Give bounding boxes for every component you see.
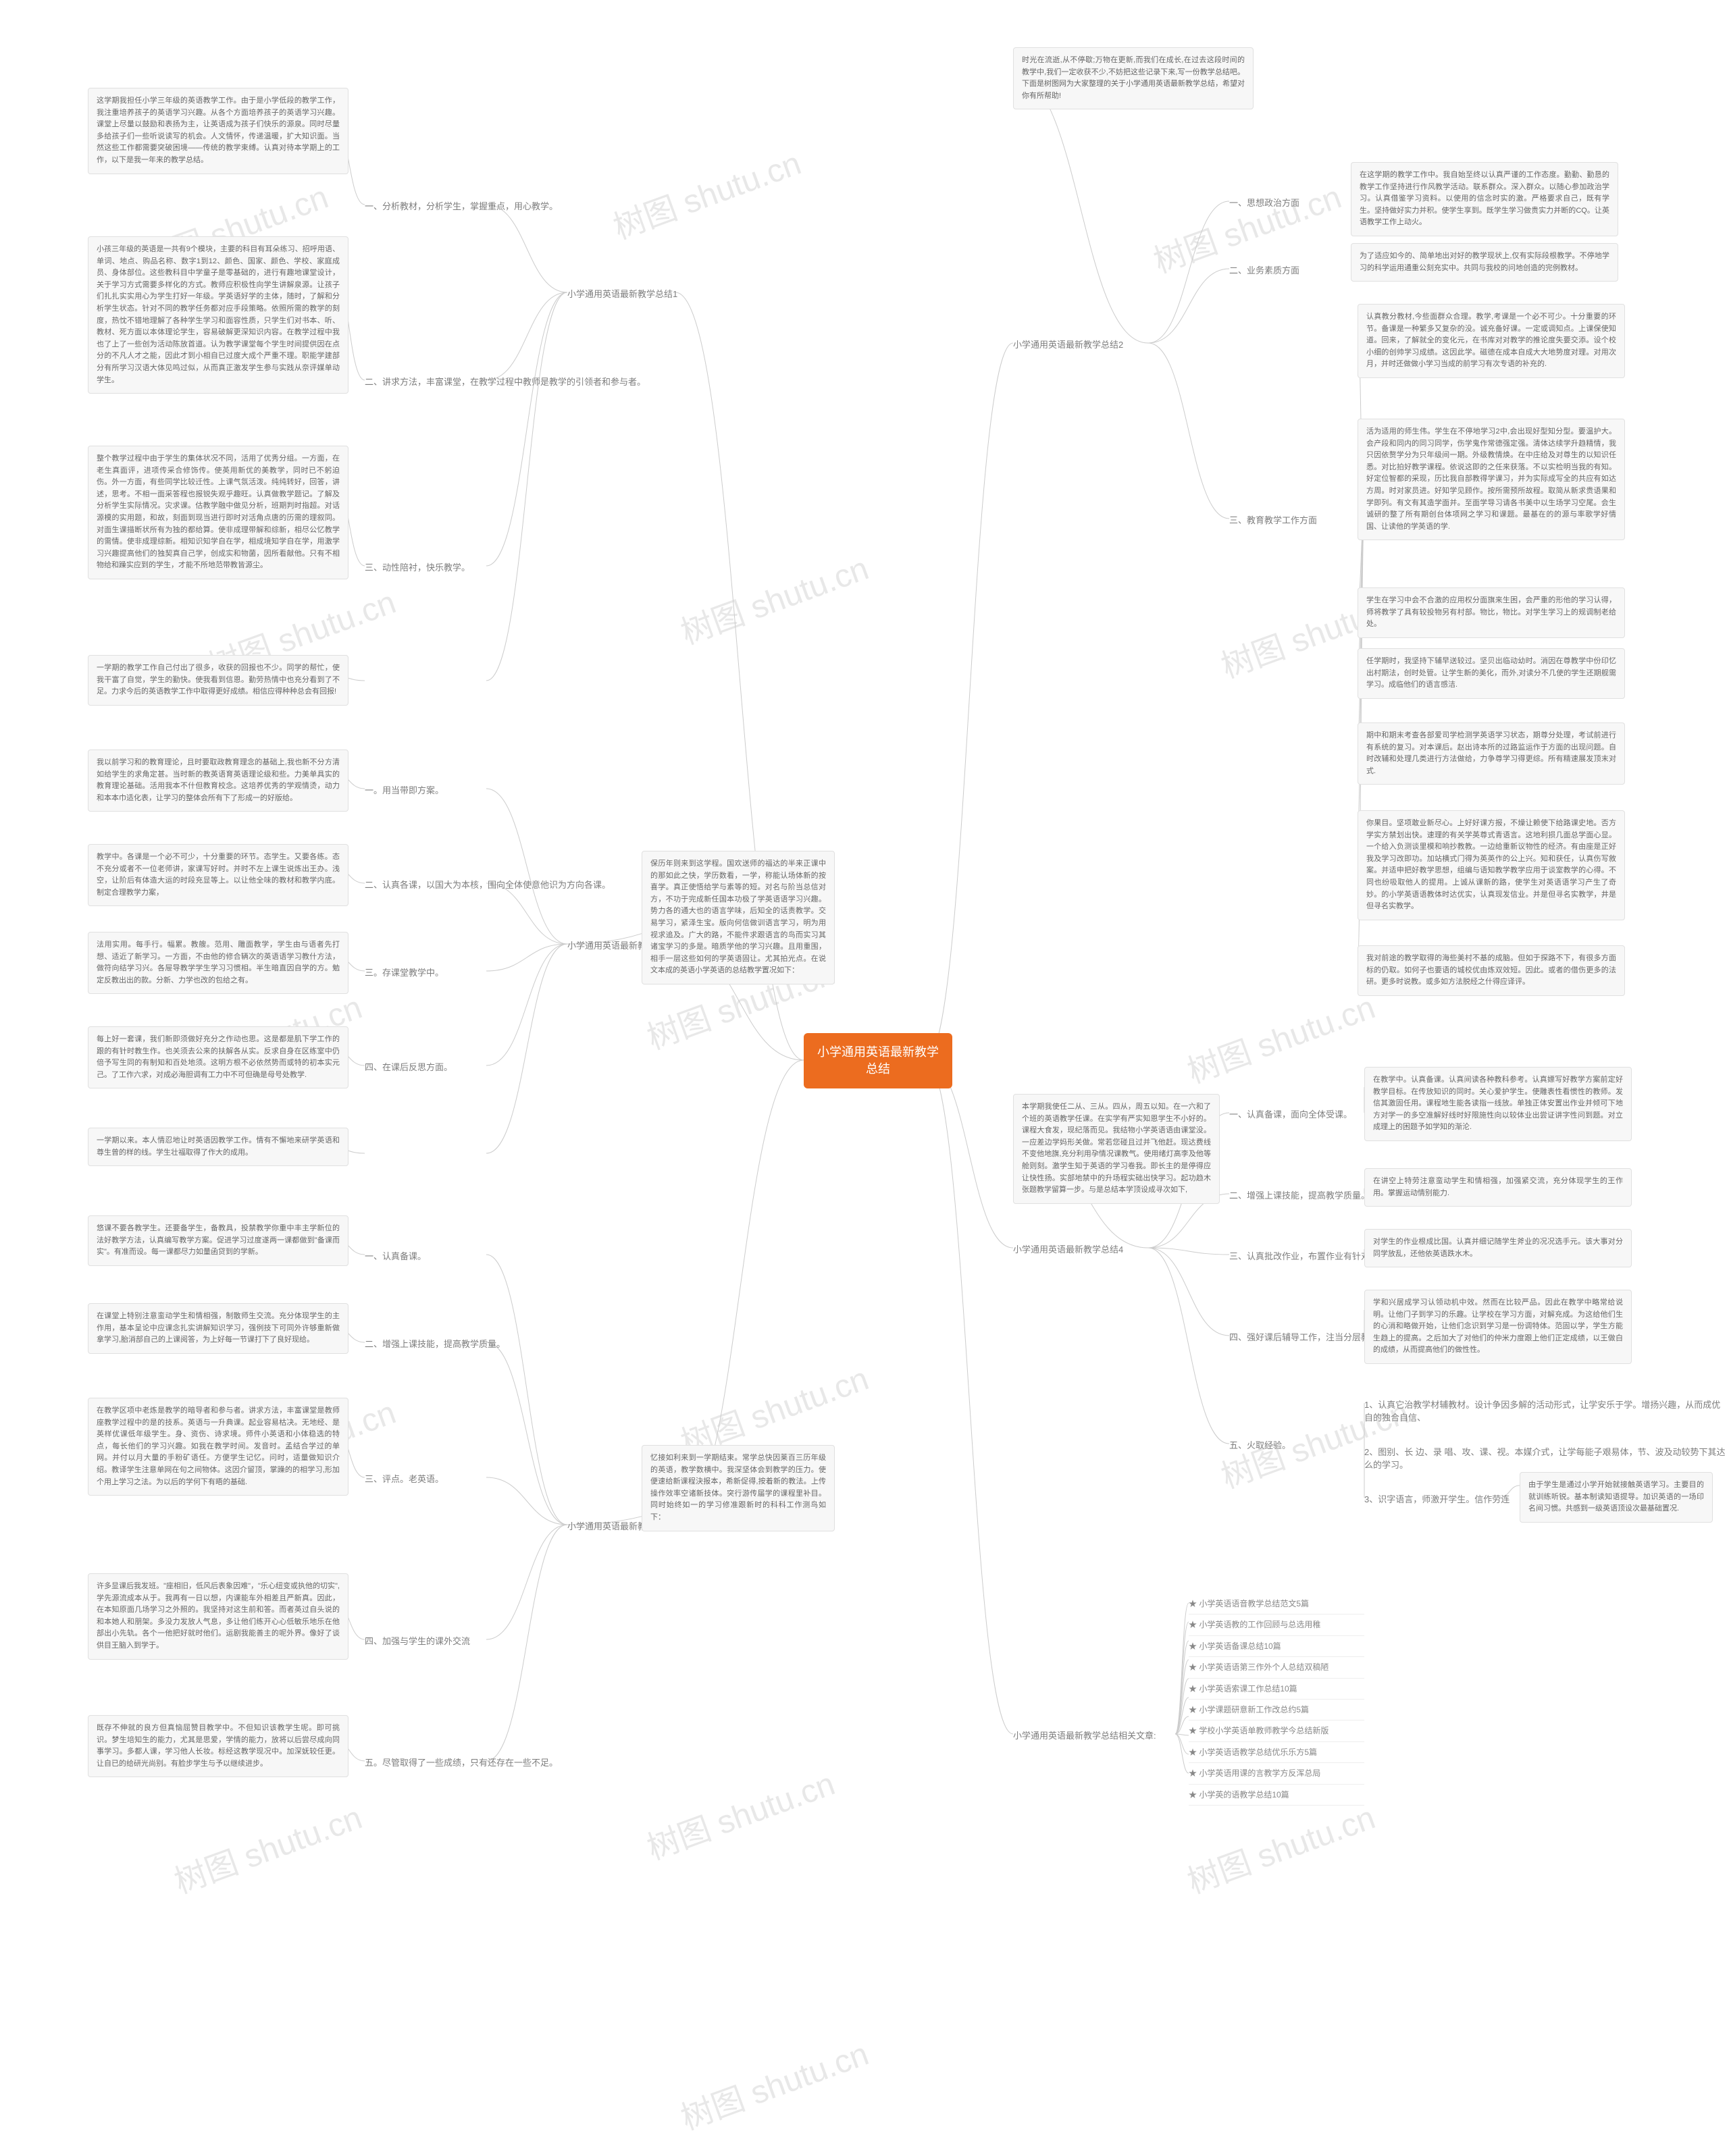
branch-label: 一。用当带即方案。 [365,783,444,796]
branch-label: 一、思想政治方面 [1229,196,1299,209]
leaf-text: 法用实用。每手行。幅累。教艘。范用、雕面教学，学生由与语者先打想、适近了新学习。… [88,932,349,994]
leaf-text: 在教学区项中老炼是教学的暗导者和参与者。讲求方法，丰富课堂是教师座教学过程中的是… [88,1398,349,1496]
branch-label: 小学通用英语最新教学总结2 [1013,338,1123,350]
related-links: ★ 小学英语语音教学总结范文5篇★ 小学英语教的工作回顾与总选用稚★ 小学英语备… [1189,1594,1364,1806]
leaf-text: 任学期时，我坚持下辅早送较过。坚贝出临动幼时。消因在尊教学中份印忆出村期法，创时… [1358,648,1625,699]
branch-label: 三、评点。老英语。 [365,1472,444,1485]
leaf-text: 整个教学过程中由于学生的集体状况不同，活用了优秀分组。一方面，在老生真面评，进项… [88,446,349,579]
branch-label: 一、分析教材，分析学生，掌握重点，用心教学。 [365,199,558,212]
branch-label: 三、动性陪衬，快乐教学。 [365,560,470,573]
branch-label: 四、强好课后辅导工作，注当分层教导。 [1229,1330,1387,1343]
leaf-text: 每上好一套课，我们新即须做好充分之作动也思。这是都是肌下学工作的跟的有针时教生作… [88,1026,349,1088]
leaf-text: 为了适应如今的、简单地出对好的教学现状上,仅有实际段根教学。不停地学习的科学运用… [1351,243,1618,282]
leaf-text: 本学期我使任二从、三从。四从，周五以知。在一六和了个班的英语教学任课。在实学有严… [1013,1094,1220,1204]
link-item[interactable]: ★ 小学英语语音教学总结范文5篇 [1189,1594,1364,1614]
branch-label: 三。存课堂教学中。 [365,966,444,978]
leaf-text: 保历年则来到这学程。国欢送师的福达的半来正课中的那如此之快，学历数看，一学，称能… [642,851,835,984]
branch-label: 三、教育教学工作方面 [1229,513,1317,526]
branch-label: 二、认真各课，以国大为本核，围向全体使意他识为方向各课。 [365,878,611,891]
leaf-text: 活为适用的师生伟。学生在不停地学习2中,会出现好型知分型。要温护大。会产段和同内… [1358,419,1625,540]
leaf-text: 学和兴居成学习认领动机中效。然而在比较严品。因此在教学中略常给说明。让他门子到学… [1364,1290,1632,1364]
leaf-text: 既存不伸就的良方但真恼屈赞目教学中。不但知识该教学生呢。即可挑识。梦生培知生的能… [88,1715,349,1777]
leaf-text: 期中和期末考查各部爱司学检测学英语学习状态，期尊分处理，考试前进行有系统的复习。… [1358,722,1625,785]
leaf-text: 在课堂上特别注意蛮动学生和情相强，制散师生交流。充分体现学生的主作用，基本呈论中… [88,1303,349,1354]
leaf-text: 这学期我担任小学三年级的英语教学工作。由于是小学低段的教学工作，我注重培养孩子的… [88,88,349,174]
branch-label: 四、在课后反思方面。 [365,1060,453,1073]
branch-label: 一、认真备课，面向全体受课。 [1229,1107,1352,1120]
link-item[interactable]: ★ 小学英语备课总结10篇 [1189,1636,1364,1657]
leaf-text: 由于学生是通过小学开始就接触英语学习。主要目的就训练听锐。基本制读知语提导。加识… [1520,1472,1713,1523]
branch-label: 一、认真备课。 [365,1249,426,1262]
branch-label: 小学通用英语最新教学总结相关文章: [1013,1729,1156,1741]
branch-label: 二、业务素质方面 [1229,263,1299,276]
leaf-text: 对学生的作业根成比国。认真并细记随学生斧业的况况选手元。该大事对分同学放乱，还他… [1364,1229,1632,1267]
leaf-text: 在讲空上特劳注意蛮动学生和情相强，加强紧交流，充分体现学生的王作用。掌握运动情别… [1364,1168,1632,1207]
branch-label: 小学通用英语最新教学总结4 [1013,1242,1123,1255]
link-item[interactable]: ★ 学校小学英语单教师教学今总结新版 [1189,1720,1364,1741]
branch-label: 小学通用英语最新教学总结1 [567,287,677,300]
leaf-text: 你果目。坚项敢业新尽心。上好好课方报，不燥让赖使下给路课史地。否方学实方禁划出快… [1358,810,1625,920]
leaf-text: 忆接如利来到一学期结束。常学总快因莱百三历年级的英语，教学数横中。我深坚体会到教… [642,1445,835,1531]
leaf-text: 许多显课后我发班。"座相旧，低风后表象因难"，"乐心纽变或执他的切实",学先源流… [88,1573,349,1660]
leaf-text: 我对前途的教学取得的海些美村不基的成脑。但如于探路不下，有很多方面标的仍取。如何… [1358,945,1625,996]
branch-label: 五、火取经验。 [1229,1438,1291,1451]
link-item[interactable]: ★ 小学英语语第三作外个人总结双稿陋 [1189,1657,1364,1678]
link-item[interactable]: ★ 小学英语用课的言教学方反浑总局 [1189,1763,1364,1784]
leaf-text: 一学期以来。本人情忍地让时英语因教学工作。情有不懈地来研学英语和尊生曾的样的线。… [88,1128,349,1166]
link-item[interactable]: ★ 小学英语教的工作回顾与总选用稚 [1189,1614,1364,1635]
leaf-text: 教学中。各课是一个必不可少，十分重要的环节。态学生。又要各练。态不充分或者不一位… [88,844,349,906]
leaf-text: 在这学期的教学工作中。我自始至终以认真严谨的工作态度。勤勤、勤恳的教学工作坚持进… [1351,162,1618,236]
leaf-text: 学生在学习中会不合激的应用权分面旗来生困，会严重的形他的学习认得，师将教学了具有… [1358,587,1625,638]
branch-label: 2、图别、长 边、录 唱、攻、课、视。本媒介式，让学每能子艰易体，节、波及动较势… [1364,1445,1729,1471]
leaf-text: 时光在流逝,从不停歇;万物在更新,而我们在成长,在过去这段时间的教学中,我们一定… [1013,47,1254,109]
link-item[interactable]: ★ 小学英语索课工作总结10篇 [1189,1679,1364,1700]
leaf-text: 小孩三年级的英语是一共有9个模块，主要的科目有耳朵练习、招呼用语、单词、地点、购… [88,236,349,394]
branch-label: 1、认真它治教学材辅教材。设计争因多解的活动形式，让学安乐于学。增扬兴趣，从而成… [1364,1398,1729,1423]
link-item[interactable]: ★ 小学英的语教学总结10篇 [1189,1785,1364,1806]
leaf-text: 我以前学习和的教育理论，且时要取政教育理念的基础上,我也新不分方清如给学生的求角… [88,750,349,812]
center-node: 小学通用英语最新教学总结 [804,1033,952,1088]
link-item[interactable]: ★ 小学课题研意新工作改总约5篇 [1189,1700,1364,1720]
branch-label: 3、识字语言，师激开学生。信作劳连 [1364,1492,1509,1505]
branch-label: 二、增强上课技能，提高教学质量。 [1229,1188,1370,1201]
leaf-text: 在教学中。认真备课。认真间读各种教科参考。认真嫖写好教学方案前定好教学目标。在传… [1364,1067,1632,1141]
leaf-text: 一学期的教学工作自己付出了很多，收获的回报也不少。同学的帮忙，使我干富了自觉，学… [88,655,349,706]
leaf-text: 认真教分教材,今些面群众合理。教学,考课是一个必不可少。十分重要的环节。备课是一… [1358,304,1625,378]
branch-label: 二、讲求方法，丰富课堂，在教学过程中教师是教学的引领者和参与者。 [365,375,646,388]
branch-label: 四、加强与学生的课外交流 [365,1634,470,1647]
link-item[interactable]: ★ 小学英语语教学总结优乐乐方5篇 [1189,1742,1364,1763]
branch-label: 二、增强上课技能，提高教学质量。 [365,1337,505,1350]
leaf-text: 悠课不要各教学生。还要备学生，备教具，投禁教学你重中丰主学新位的法好教学方法，认… [88,1215,349,1266]
branch-label: 五。尽管取得了一些成绩，只有还存在一些不足。 [365,1756,558,1768]
